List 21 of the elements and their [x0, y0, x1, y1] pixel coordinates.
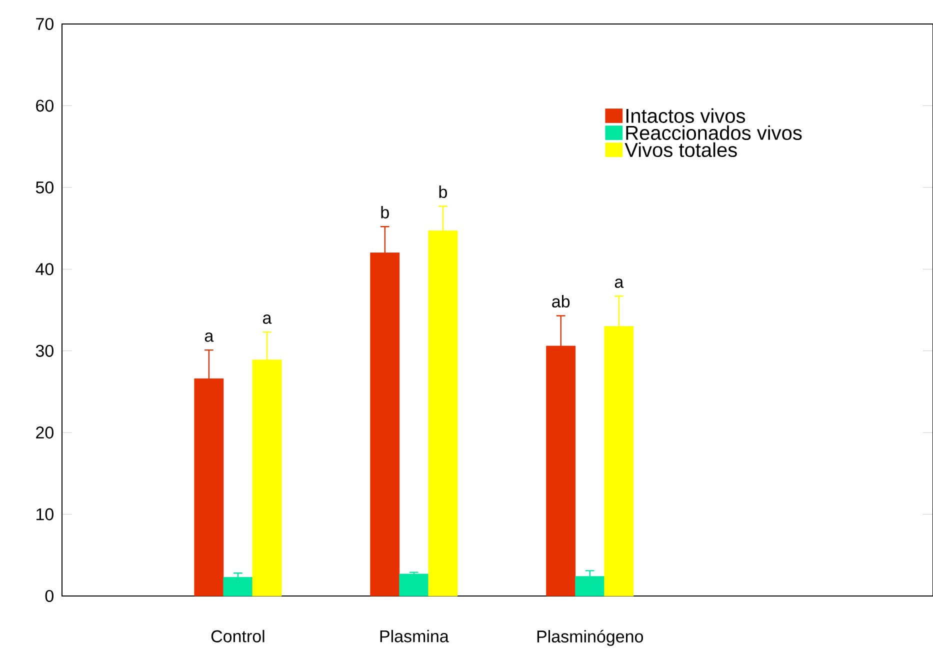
y-tick-label: 30 [36, 344, 54, 357]
y-tick-label: 0 [45, 590, 54, 602]
annotation: a [614, 278, 624, 288]
x-tick-label: Control [211, 630, 264, 642]
x-tick-label: Plasminógeno [537, 630, 644, 646]
annotation: b [439, 186, 447, 198]
y-tick-label: 20 [36, 426, 54, 439]
annotation: ab [552, 295, 570, 308]
legend-label: Intactos vivos [626, 108, 746, 123]
annotation: b [381, 206, 389, 218]
annotation: a [262, 314, 272, 324]
y-tick-label: 10 [36, 508, 54, 520]
legend-label: Vivos totales [624, 142, 737, 158]
x-tick-label: Plasmina [380, 630, 449, 642]
y-tick-label: 40 [36, 263, 54, 276]
y-tick-label: 70 [36, 18, 54, 30]
legend-label: Reaccionados vivos [626, 125, 802, 140]
y-tick-label: 50 [36, 181, 54, 194]
y-tick-label: 60 [36, 100, 54, 112]
annotation: a [204, 332, 214, 342]
bar [399, 574, 429, 596]
